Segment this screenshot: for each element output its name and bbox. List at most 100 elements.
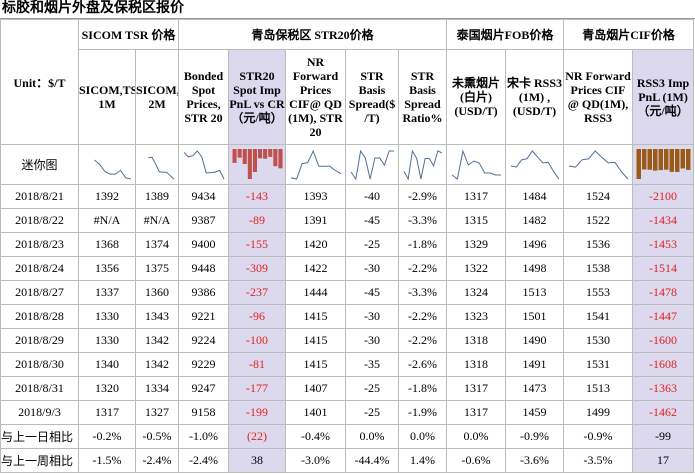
column-header: NR Forward Prices CIF@ QD (1M), STR 20 (285, 49, 346, 145)
value-cell: -3.3% (398, 280, 447, 305)
summary-cell: 1.4% (398, 448, 447, 473)
value-cell: 1391 (285, 208, 346, 233)
value-cell: 1501 (504, 304, 565, 329)
summary-cell: -2.4% (135, 448, 179, 473)
value-cell: 1513 (504, 280, 565, 305)
value-cell: 1496 (504, 232, 565, 257)
spark-bar (674, 148, 680, 172)
date-cell: 2018/8/30 (0, 352, 79, 377)
value-cell: 9224 (178, 328, 229, 353)
summary-cell: -44.4% (345, 448, 399, 473)
value-cell: 1337 (78, 280, 136, 305)
spark-line (568, 149, 628, 179)
date-cell: 2018/8/21 (0, 184, 79, 209)
data-row: 2018/8/28 1330 1343 9221 -96 1415 -30 -2.2% 1323… (0, 304, 695, 329)
sparkline-cell (285, 144, 346, 185)
value-cell: 1531 (563, 352, 634, 377)
summary-cell: -0.5% (135, 424, 179, 449)
value-cell: -45 (345, 208, 399, 233)
data-row: 2018/8/24 1356 1375 9448 -309 1422 -30 -2.2% 132… (0, 256, 695, 281)
value-cell: 1538 (563, 256, 634, 281)
value-cell: -1514 (632, 256, 695, 281)
value-cell: 1415 (285, 328, 346, 353)
sparkline-label: 迷你图 (0, 144, 79, 185)
sparkline-cell (345, 144, 399, 185)
summary-cell: -0.9% (563, 424, 634, 449)
value-cell: 9247 (178, 376, 229, 401)
value-cell: -143 (228, 184, 286, 209)
data-row: 2018/8/27 1337 1360 9386 -237 1444 -45 -3.3% 132… (0, 280, 695, 305)
summary-row: 与上一日相比 -0.2% -0.5% -1.0% (22) -0.4% 0.0% 0.0% 0.… (0, 424, 695, 449)
value-cell: 1318 (446, 328, 506, 353)
sparkline-cell (178, 144, 229, 185)
sparkline-cell (135, 144, 179, 185)
column-header: STR Basis Spread($ /T) (345, 49, 399, 145)
value-cell: 1498 (504, 256, 565, 281)
value-cell: 1401 (285, 400, 346, 425)
value-cell: -2100 (632, 184, 695, 209)
group-header: 青岛烟片CIF价格 (563, 19, 695, 50)
value-cell: 1484 (504, 184, 565, 209)
summary-cell: -0.2% (78, 424, 136, 449)
sparkline-cell (446, 144, 506, 185)
date-cell: 2018/8/22 (0, 208, 79, 233)
value-cell: 1522 (563, 208, 634, 233)
value-cell: 1524 (563, 184, 634, 209)
value-cell: 9448 (178, 256, 229, 281)
spark-bar (257, 148, 262, 158)
date-cell: 2018/8/31 (0, 376, 79, 401)
column-header: Bonded Spot Prices, STR 20 (178, 49, 229, 145)
spark-line (147, 156, 174, 179)
column-header: SICOM,TSR, 1M (78, 49, 136, 145)
value-cell: 1340 (78, 352, 136, 377)
value-cell: -2.9% (398, 184, 447, 209)
value-cell: -199 (228, 400, 286, 425)
value-cell: -1462 (632, 400, 695, 425)
value-cell: -25 (345, 400, 399, 425)
value-cell: -25 (345, 376, 399, 401)
value-cell: -2.2% (398, 256, 447, 281)
data-row: 2018/8/21 1392 1389 9434 -143 1393 -40 -2.9% 131… (0, 184, 695, 209)
sparkline (403, 149, 442, 181)
sparkline-row: 迷你图 (0, 144, 695, 185)
sparkline (183, 149, 224, 179)
value-cell: 1490 (504, 328, 565, 353)
value-cell: -45 (345, 280, 399, 305)
value-cell: -309 (228, 256, 286, 281)
sparkline (451, 148, 501, 180)
spark-bar (272, 148, 277, 166)
summary-cell: -2.4% (178, 448, 229, 473)
date-cell: 2018/9/3 (0, 400, 79, 425)
column-header: RSS3 Imp PnL (1M)（元/吨） (632, 49, 695, 145)
value-cell: 1374 (135, 232, 179, 257)
spark-bar (641, 148, 647, 169)
summary-cell: -3.6% (504, 448, 565, 473)
date-cell: 2018/8/23 (0, 232, 79, 257)
sparkline-cell (504, 144, 565, 185)
spark-bar (262, 148, 267, 159)
group-header: 泰国烟片FOB价格 (445, 19, 565, 50)
value-cell: 1330 (78, 304, 136, 329)
column-header: SICOM,TSR, 2M (135, 49, 179, 145)
value-cell: 1415 (285, 352, 346, 377)
sparkline-cell (398, 144, 447, 185)
summary-cell: -0.4% (285, 424, 346, 449)
column-header: STR Basis Spread Ratio% (398, 49, 447, 145)
value-cell: 1324 (446, 280, 506, 305)
summary-label: 与上一周相比 (0, 448, 79, 473)
summary-label: 与上一日相比 (0, 424, 79, 449)
sparkline-cell (78, 144, 136, 185)
group-header: 青岛保税区 STR20价格 (178, 19, 447, 50)
value-cell: 9434 (178, 184, 229, 209)
value-cell: 1323 (446, 304, 506, 329)
value-cell: 1317 (78, 400, 136, 425)
sparkline (147, 156, 174, 179)
data-row: 2018/9/3 1317 1327 9158 -199 1401 -25 -1.9% 1317… (0, 400, 695, 425)
value-cell: 1459 (504, 400, 565, 425)
value-cell: -96 (228, 304, 286, 329)
sparkline-cell (632, 144, 695, 185)
spark-bar (685, 148, 691, 170)
sparkline (636, 148, 691, 179)
value-cell: 1530 (563, 328, 634, 353)
spark-bar (658, 148, 663, 170)
